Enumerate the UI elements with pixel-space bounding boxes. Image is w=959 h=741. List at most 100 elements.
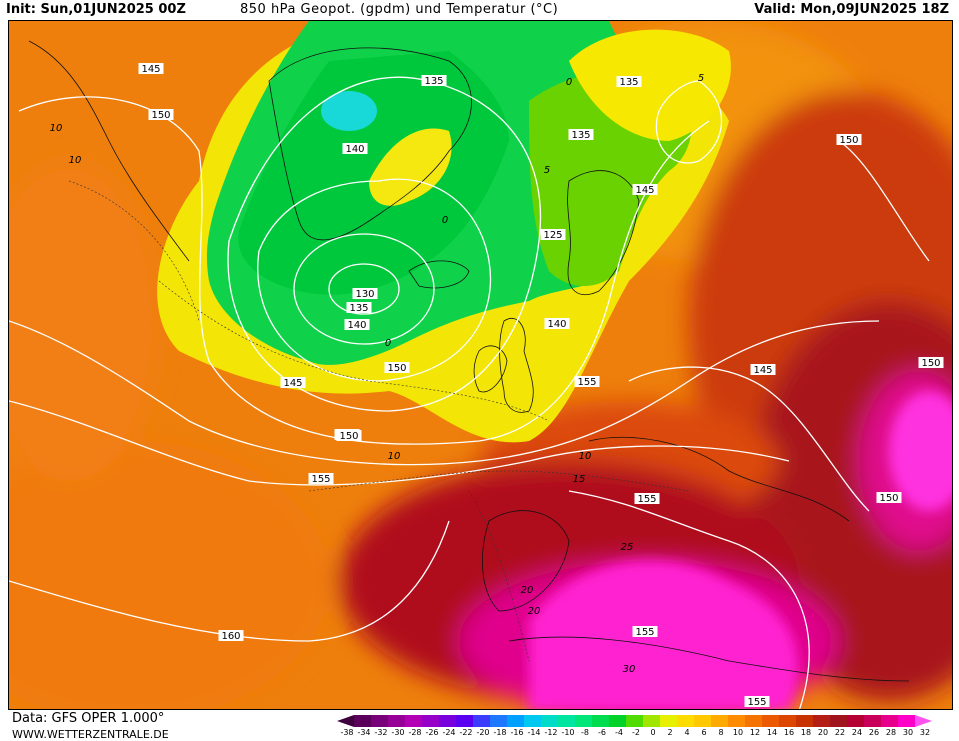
temperature-label: 30 xyxy=(623,664,636,675)
colorbar-tick-label: 26 xyxy=(868,728,880,737)
svg-text:30: 30 xyxy=(623,664,636,675)
iberia-coast xyxy=(482,510,570,612)
colorbar-tick-label: -22 xyxy=(459,728,473,737)
northeast-warm-zone xyxy=(569,29,731,141)
geopotential-label: 150 xyxy=(918,357,944,369)
geopotential-label: 140 xyxy=(544,318,570,330)
colorbar-tick-label: -18 xyxy=(493,728,507,737)
svg-text:155: 155 xyxy=(311,474,330,485)
greenland-warm-tongue xyxy=(369,128,452,206)
colorbar-swatch xyxy=(660,715,677,727)
colorbar-swatch xyxy=(762,715,779,727)
svg-text:150: 150 xyxy=(387,363,406,374)
colorbar-tick-label: -12 xyxy=(544,728,558,737)
geopotential-label: 150 xyxy=(876,492,902,504)
iceland-coast xyxy=(408,260,470,289)
colorbar-swatch xyxy=(711,715,728,727)
ireland-coast xyxy=(473,345,508,393)
geopotential-label: 135 xyxy=(421,75,447,87)
geopotential-label: 150 xyxy=(384,362,410,374)
colorbar-swatch xyxy=(575,715,592,727)
weather-map: 145 150 135 135 135 140 145 125 130 135 140 145 150 1… xyxy=(8,20,953,710)
svg-text:10: 10 xyxy=(50,123,63,134)
svg-text:20: 20 xyxy=(528,606,541,617)
svg-text:150: 150 xyxy=(921,358,940,369)
colorbar-tick-label: 24 xyxy=(851,728,863,737)
colorbar-tick-label: -8 xyxy=(581,728,589,737)
svg-text:125: 125 xyxy=(543,230,562,241)
svg-text:10: 10 xyxy=(388,451,401,462)
svg-text:5: 5 xyxy=(698,73,704,84)
svg-text:145: 145 xyxy=(635,185,654,196)
svg-text:150: 150 xyxy=(879,493,898,504)
colorbar-swatch xyxy=(898,715,915,727)
colorbar-tick-label: -4 xyxy=(615,728,623,737)
svg-text:145: 145 xyxy=(283,378,302,389)
colorbar-swatch xyxy=(439,715,456,727)
colorbar-swatch xyxy=(626,715,643,727)
svg-text:0: 0 xyxy=(442,215,448,226)
colorbar-swatch xyxy=(864,715,881,727)
svg-text:20: 20 xyxy=(521,585,534,596)
colorbar-tick-label: 0 xyxy=(650,728,656,737)
temperature-contours xyxy=(68,180,690,662)
svg-text:130: 130 xyxy=(355,289,374,300)
svg-text:150: 150 xyxy=(839,135,858,146)
colorbar-tick-label: -24 xyxy=(442,728,456,737)
hot-core xyxy=(529,391,952,709)
colorbar-swatch xyxy=(592,715,609,727)
temperature-label: 20 xyxy=(521,585,534,596)
colorbar-tick-label: -16 xyxy=(510,728,524,737)
map-footer: Data: GFS OPER 1.000° WWW.WETTERZENTRALE… xyxy=(0,710,959,741)
svg-text:160: 160 xyxy=(221,631,240,642)
colorbar-tick-label: 20 xyxy=(817,728,829,737)
colorbar-swatch xyxy=(507,715,524,727)
colorbar-swatch xyxy=(609,715,626,727)
colorbar-swatch xyxy=(371,715,388,727)
temperature-label: 10 xyxy=(579,451,592,462)
colorbar-swatch xyxy=(558,715,575,727)
colorbar-swatch xyxy=(643,715,660,727)
colorbar-tick-label: 4 xyxy=(684,728,690,737)
temperature-label: 0 xyxy=(566,77,572,88)
svg-text:10: 10 xyxy=(69,155,82,166)
colorbar-swatch xyxy=(677,715,694,727)
colorbar-tick-label: -34 xyxy=(357,728,371,737)
geopotential-label: 155 xyxy=(574,376,600,388)
colorbar-tick-label: 10 xyxy=(732,728,744,737)
colorbar-tick-label: -20 xyxy=(476,728,490,737)
colorbar-swatch xyxy=(541,715,558,727)
geopotential-label: 150 xyxy=(148,109,174,121)
colorbar-swatch xyxy=(881,715,898,727)
colorbar-swatch xyxy=(779,715,796,727)
temperature-label: 15 xyxy=(573,474,586,485)
data-source: Data: GFS OPER 1.000° xyxy=(12,711,165,726)
svg-text:0: 0 xyxy=(385,338,391,349)
colorbar-tick-label: -26 xyxy=(425,728,439,737)
svg-text:140: 140 xyxy=(345,144,364,155)
svg-text:135: 135 xyxy=(349,303,368,314)
colorbar-swatch xyxy=(915,715,932,727)
colorbar-tick-label: -28 xyxy=(408,728,422,737)
colorbar-swatch xyxy=(524,715,541,727)
geopotential-label: 145 xyxy=(632,184,658,196)
svg-text:135: 135 xyxy=(424,76,443,87)
colorbar-swatch xyxy=(422,715,439,727)
site-name: WWW.WETTERZENTRALE.DE xyxy=(12,728,169,741)
colorbar-tick-label: -30 xyxy=(391,728,405,737)
svg-text:145: 145 xyxy=(753,365,772,376)
geopotential-label: 140 xyxy=(342,143,368,155)
colorbar-swatch xyxy=(745,715,762,727)
temperature-label: 25 xyxy=(621,542,634,553)
britain-coast xyxy=(499,318,534,413)
colorbar-tick-label: 12 xyxy=(749,728,761,737)
geopotential-label: 150 xyxy=(836,134,862,146)
temperature-label: 20 xyxy=(528,606,541,617)
svg-text:135: 135 xyxy=(571,130,590,141)
svg-text:155: 155 xyxy=(577,377,596,388)
temperature-field xyxy=(9,21,952,709)
colorbar-tick-label: 28 xyxy=(885,728,897,737)
svg-text:150: 150 xyxy=(151,110,170,121)
colorbar-swatch xyxy=(813,715,830,727)
svg-text:150: 150 xyxy=(339,431,358,442)
